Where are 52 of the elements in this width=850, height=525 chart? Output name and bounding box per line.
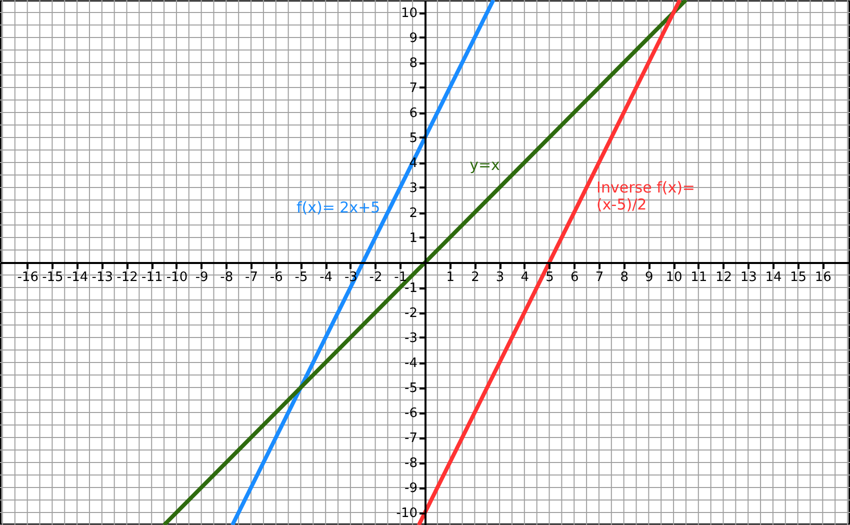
y-tick-label: 7 xyxy=(409,81,418,96)
y-tick-label: 2 xyxy=(409,206,418,221)
x-tick-label: -13 xyxy=(92,270,114,285)
y-tick-label: -7 xyxy=(404,431,418,446)
x-tick-label: -8 xyxy=(220,270,234,285)
y-tick-label: -10 xyxy=(396,506,418,521)
x-tick-label: 12 xyxy=(715,270,732,285)
x-tick-label: -6 xyxy=(270,270,283,285)
x-tick-label: -7 xyxy=(245,270,258,285)
y-tick-label: 10 xyxy=(400,6,418,21)
series-label: Inverse f(x)= (x-5)/2 xyxy=(596,178,696,214)
x-tick-label: -11 xyxy=(141,270,163,285)
y-tick-label: 1 xyxy=(409,231,418,246)
y-tick-label: -2 xyxy=(404,306,418,321)
x-tick-label: 8 xyxy=(620,270,628,285)
x-tick-label: -2 xyxy=(369,270,382,285)
x-tick-label: -15 xyxy=(42,270,64,285)
x-tick-label: -9 xyxy=(195,270,208,285)
x-tick-label: -4 xyxy=(320,270,333,285)
x-tick-label: 3 xyxy=(496,270,504,285)
x-tick-label: -14 xyxy=(66,270,88,285)
x-tick-label: -16 xyxy=(17,270,38,285)
x-tick-label: 14 xyxy=(765,270,782,285)
y-tick-label: 3 xyxy=(409,181,418,196)
y-tick-label: -8 xyxy=(404,456,418,471)
y-tick-label: -6 xyxy=(404,406,418,421)
x-tick-label: 15 xyxy=(790,270,807,285)
x-tick-label: 4 xyxy=(520,270,530,285)
y-tick-label: -4 xyxy=(404,356,418,371)
y-tick-label: -5 xyxy=(404,381,418,396)
x-tick-label: 16 xyxy=(814,270,832,285)
x-tick-label: 6 xyxy=(570,270,579,285)
x-tick-label: -5 xyxy=(294,270,308,285)
x-tick-label: -12 xyxy=(116,270,138,285)
x-tick-label: -10 xyxy=(166,270,188,285)
x-tick-label: 13 xyxy=(740,270,757,285)
y-tick-label: 9 xyxy=(409,31,418,46)
x-tick-label: 11 xyxy=(690,270,708,285)
series-label: f(x)= 2x+5 xyxy=(296,198,380,216)
y-tick-label: -3 xyxy=(404,331,418,346)
series-label: y=x xyxy=(470,156,500,174)
x-tick-label: 9 xyxy=(645,270,654,285)
y-tick-label: 6 xyxy=(409,106,418,121)
x-tick-label: 10 xyxy=(666,270,682,285)
x-tick-label: 2 xyxy=(471,270,480,285)
x-tick-label: 5 xyxy=(546,270,554,285)
y-tick-label: 8 xyxy=(409,56,418,71)
x-tick-label: 1 xyxy=(446,270,454,285)
y-tick-label: -1 xyxy=(404,281,418,296)
y-tick-label: 5 xyxy=(409,131,418,146)
y-tick-label: -9 xyxy=(404,481,418,496)
x-tick-label: 7 xyxy=(595,270,604,285)
